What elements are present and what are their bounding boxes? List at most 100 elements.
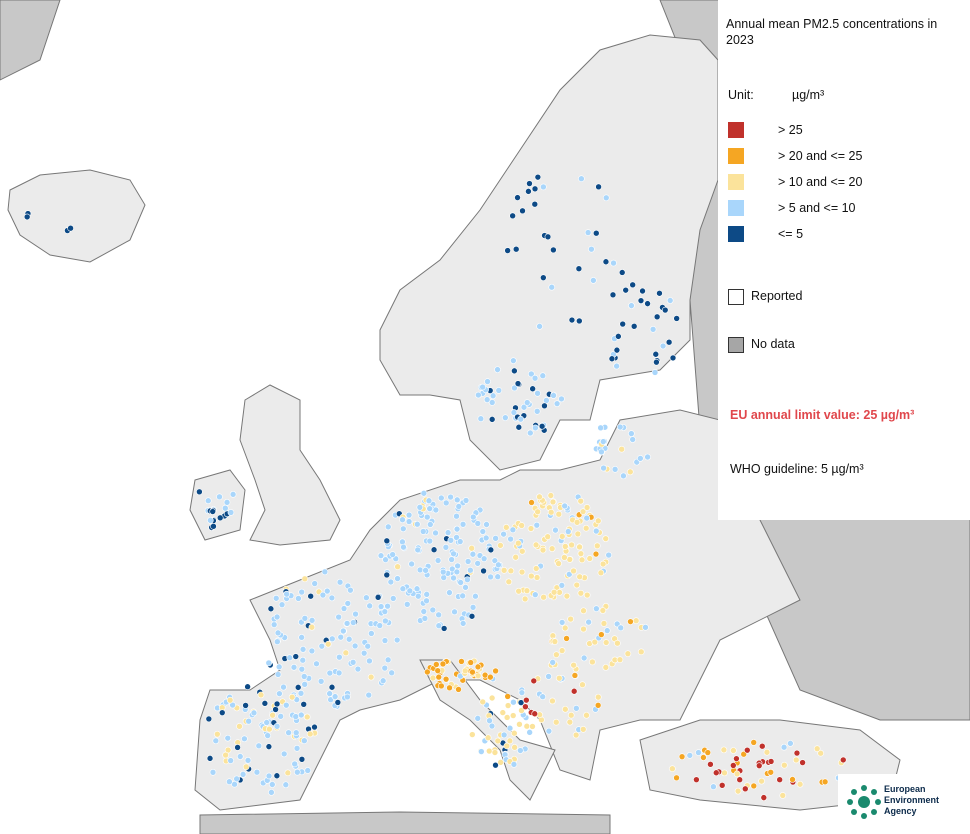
- station-dot: [776, 776, 783, 783]
- station-dot: [492, 535, 499, 542]
- station-dot: [695, 749, 702, 756]
- station-dot: [550, 246, 557, 254]
- station-dot: [269, 781, 276, 788]
- station-dot: [511, 367, 518, 375]
- station-dot: [613, 346, 621, 354]
- station-dot: [435, 611, 442, 619]
- station-dot: [474, 663, 482, 671]
- station-dot: [227, 509, 235, 516]
- unit-label: Unit:: [728, 88, 754, 102]
- station-dot: [504, 247, 511, 254]
- station-dot: [244, 757, 252, 764]
- station-dot: [382, 617, 389, 625]
- station-dot: [432, 506, 440, 514]
- station-dot: [515, 539, 522, 547]
- station-dot: [291, 760, 298, 768]
- station-dot: [459, 620, 467, 627]
- station-dot: [558, 533, 566, 540]
- station-dot: [342, 649, 350, 657]
- station-dot: [367, 673, 375, 681]
- station-dot: [509, 212, 516, 220]
- station-dot: [509, 712, 517, 719]
- station-dot: [518, 689, 526, 696]
- station-dot: [461, 667, 469, 675]
- station-dot: [487, 546, 495, 554]
- station-dot: [426, 521, 434, 528]
- station-dot: [637, 455, 644, 462]
- station-dot: [239, 771, 247, 778]
- station-dot: [218, 709, 226, 716]
- station-dot: [503, 714, 511, 721]
- station-dot: [306, 730, 314, 738]
- station-dot: [366, 602, 373, 610]
- station-dot: [297, 690, 305, 697]
- station-dot: [599, 560, 607, 568]
- station-dot: [566, 718, 574, 726]
- station-dot: [536, 493, 543, 501]
- station-dot: [344, 693, 351, 701]
- station-dot: [326, 690, 333, 697]
- station-dot: [446, 684, 453, 692]
- legend-swatch: [728, 148, 744, 164]
- station-dot: [304, 767, 312, 774]
- station-dot: [583, 514, 591, 522]
- station-dot: [389, 551, 396, 558]
- eea-logo: European Environment Agency: [838, 774, 964, 830]
- station-dot: [448, 556, 455, 563]
- station-dot: [453, 534, 460, 541]
- station-dot: [267, 605, 275, 613]
- station-dot: [290, 663, 298, 671]
- station-dot: [661, 306, 669, 314]
- station-dot: [527, 525, 535, 532]
- station-dot: [307, 592, 314, 600]
- station-dot: [750, 739, 758, 746]
- station-dot: [582, 524, 590, 532]
- station-dot: [464, 576, 471, 583]
- station-dot: [434, 557, 442, 564]
- station-dot: [328, 683, 336, 691]
- station-dot: [459, 520, 467, 528]
- station-dot: [520, 403, 528, 411]
- station-dot: [425, 497, 433, 505]
- stations: [23, 173, 847, 801]
- station-dot: [282, 701, 290, 709]
- station-dot: [539, 546, 547, 554]
- station-dot: [222, 751, 229, 759]
- station-dot: [236, 753, 244, 760]
- station-dot: [319, 591, 327, 599]
- station-dot: [384, 602, 391, 610]
- station-dot: [500, 567, 508, 574]
- station-dot: [555, 560, 562, 567]
- station-dot: [488, 416, 496, 423]
- station-dot: [242, 702, 249, 709]
- station-dot: [639, 287, 646, 295]
- station-dot: [457, 579, 464, 586]
- station-dot: [383, 537, 391, 545]
- station-dot: [821, 778, 829, 786]
- station-dot: [413, 520, 421, 528]
- station-dot: [600, 464, 607, 472]
- logo-text: European Environment Agency: [884, 784, 939, 817]
- station-dot: [577, 550, 585, 557]
- station-dot: [432, 529, 439, 537]
- station-dot: [592, 527, 600, 535]
- station-dot: [573, 704, 580, 712]
- unit-value: µg/m³: [792, 88, 825, 102]
- station-dot: [551, 638, 559, 645]
- station-dot: [479, 528, 487, 535]
- station-dot: [469, 731, 476, 738]
- station-dot: [206, 755, 214, 762]
- station-dot: [451, 608, 458, 616]
- station-dot: [686, 752, 694, 759]
- station-dot: [523, 696, 530, 704]
- station-dot: [274, 629, 282, 637]
- station-dot: [622, 286, 629, 294]
- station-dot: [558, 582, 566, 589]
- station-dot: [741, 785, 749, 793]
- station-dot: [227, 757, 234, 764]
- station-dot: [379, 677, 387, 685]
- station-dot: [276, 690, 283, 697]
- station-dot: [480, 555, 488, 562]
- logo-icon: [847, 785, 881, 819]
- legend-swatch: [728, 200, 744, 216]
